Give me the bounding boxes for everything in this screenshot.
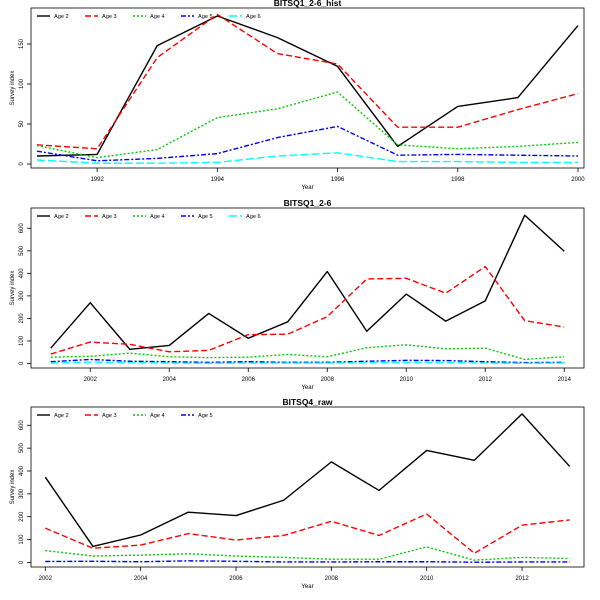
x-tick-label: 2008 — [325, 576, 339, 582]
y-tick-label: 0 — [19, 361, 25, 365]
x-axis-label: Year — [301, 385, 313, 391]
series-line-age-4 — [45, 546, 570, 561]
y-tick-label: 400 — [19, 465, 25, 476]
series-line-age-3 — [45, 513, 570, 554]
x-axis-label: Year — [301, 584, 313, 590]
x-tick-label: 2000 — [571, 177, 585, 183]
x-tick-label: 1992 — [90, 177, 104, 183]
series-line-age-5 — [45, 560, 570, 563]
y-tick-label: 200 — [19, 511, 25, 522]
series-line-age-2 — [44, 413, 571, 548]
series-line-age-2 — [50, 214, 565, 350]
y-tick-label: 150 — [19, 38, 25, 49]
x-tick-label: 2012 — [479, 377, 493, 383]
chart-panel-2: BITSQ1_2-6 2002 2004 2006 2008 2010 2012 2014 0 1… — [10, 198, 585, 391]
legend-label: Age 6 — [246, 14, 261, 20]
legend-label: Age 2 — [54, 214, 69, 220]
y-tick-label: 600 — [19, 223, 25, 234]
y-tick-label: 100 — [19, 335, 25, 346]
series-line-age-4 — [50, 344, 565, 361]
x-tick-label: 1998 — [451, 177, 465, 183]
x-tick-label: 2004 — [134, 576, 148, 582]
legend-label: Age 2 — [54, 413, 69, 419]
x-tick-label: 2012 — [515, 576, 529, 582]
x-tick-label: 2014 — [558, 377, 572, 383]
x-tick-label: 1996 — [331, 177, 345, 183]
x-tick-label: 2002 — [84, 377, 98, 383]
x-tick-label: 1994 — [211, 177, 225, 183]
series-line-age-6 — [36, 152, 578, 164]
chart-title: BITSQ1_2-6_hist — [274, 0, 342, 8]
y-tick-label: 500 — [19, 442, 25, 453]
legend-label: Age 5 — [198, 14, 213, 20]
x-tick-label: 2002 — [39, 576, 53, 582]
x-tick-label: 2006 — [242, 377, 256, 383]
chart-panel-3: BITSQ4_raw 2002 2004 2006 2008 2010 2012 0 100 20… — [10, 397, 585, 590]
x-tick-label: 2004 — [163, 377, 177, 383]
legend-label: Age 2 — [54, 14, 69, 20]
series-line-age-5 — [36, 125, 578, 162]
y-tick-label: 0 — [19, 560, 25, 564]
legend-label: Age 3 — [102, 413, 117, 419]
legend-label: Age 4 — [150, 214, 165, 220]
series-line-age-3 — [36, 13, 579, 150]
legend-label: Age 3 — [102, 214, 117, 220]
legend-label: Age 5 — [198, 413, 213, 419]
series-line-age-3 — [50, 265, 565, 355]
y-tick-label: 50 — [19, 120, 25, 127]
y-tick-label: 100 — [19, 78, 25, 89]
legend-label: Age 4 — [150, 413, 165, 419]
plot-frame — [30, 406, 585, 568]
x-tick-label: 2006 — [229, 576, 243, 582]
plot-frame — [30, 207, 585, 369]
x-tick-label: 2008 — [321, 377, 335, 383]
plot-frame — [30, 7, 585, 169]
y-tick-label: 600 — [19, 420, 25, 431]
x-tick-label: 2010 — [400, 377, 414, 383]
chart-title: BITSQ4_raw — [282, 397, 332, 407]
y-tick-label: 100 — [19, 534, 25, 545]
series-line-age-2 — [36, 15, 579, 157]
y-tick-label: 200 — [19, 313, 25, 324]
legend-label: Age 6 — [246, 214, 261, 220]
legend-label: Age 3 — [102, 14, 117, 20]
y-tick-label: 300 — [19, 488, 25, 499]
y-tick-label: 0 — [19, 162, 25, 166]
chart-title: BITSQ1_2-6 — [284, 198, 332, 208]
x-axis-label: Year — [301, 185, 313, 191]
legend-label: Age 5 — [198, 214, 213, 220]
y-tick-label: 400 — [19, 268, 25, 279]
series-line-age-4 — [36, 91, 579, 159]
series-line-age-6 — [50, 361, 565, 364]
y-axis-label: Survey index — [10, 470, 16, 505]
y-tick-label: 300 — [19, 290, 25, 301]
chart-panel-1: BITSQ1_2-6_hist 1992 1994 1996 1998 2000 0 50 10… — [10, 0, 585, 191]
x-tick-label: 2010 — [420, 576, 434, 582]
y-axis-label: Survey index — [10, 71, 16, 106]
y-tick-label: 500 — [19, 245, 25, 256]
y-axis-label: Survey index — [10, 271, 16, 306]
legend-label: Age 4 — [150, 14, 165, 20]
